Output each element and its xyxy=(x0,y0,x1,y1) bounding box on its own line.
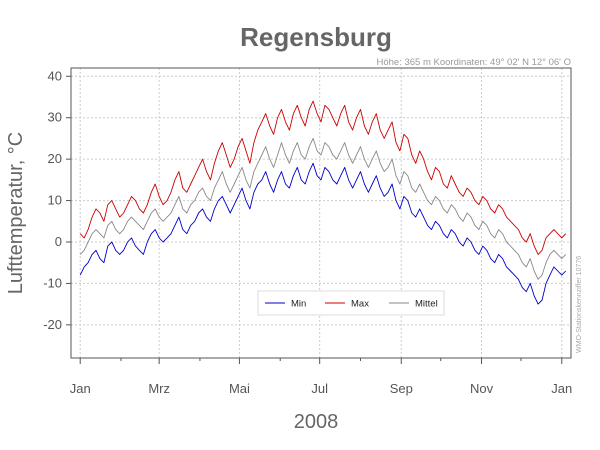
grid xyxy=(71,68,571,358)
x-tick-label: Jul xyxy=(311,381,328,396)
x-axis-label: 2008 xyxy=(294,411,339,433)
series-line-max xyxy=(79,100,567,255)
y-tick-label: 10 xyxy=(48,193,62,208)
legend: Min Max Mittel xyxy=(257,290,445,316)
x-tick-label: Jan xyxy=(70,381,91,396)
series-lines xyxy=(79,100,567,305)
x-tick-label: Mai xyxy=(229,381,250,396)
chart-title: Regensburg xyxy=(240,22,392,52)
x-tick-label: Mrz xyxy=(148,381,170,396)
y-tick-label: 30 xyxy=(48,110,62,125)
chart-subtitle: Höhe: 365 m Koordinaten: 49° 02' N 12° 0… xyxy=(377,57,572,68)
y-tick-label: -20 xyxy=(43,317,62,332)
x-tick-label: Sep xyxy=(390,381,413,396)
plot-frame xyxy=(70,67,572,359)
y-tick-label: -10 xyxy=(43,275,62,290)
series-line-mittel xyxy=(79,137,567,280)
station-id-note: WMO-Stationskennziffer 10776 xyxy=(576,256,583,353)
y-tick-label: 0 xyxy=(55,234,62,249)
axes: -20 -10 0 10 20 30 40 Jan Mrz Mai Jul Sep Nov Jan xyxy=(43,68,572,396)
x-tick-label: Jan xyxy=(551,381,572,396)
legend-label-max: Max xyxy=(351,299,369,310)
legend-label-min: Min xyxy=(291,299,306,310)
series-line-min xyxy=(79,162,567,305)
legend-label-mittel: Mittel xyxy=(415,299,438,310)
y-tick-label: 40 xyxy=(48,68,62,83)
x-tick-label: Nov xyxy=(470,381,494,396)
y-axis-label: Lufttemperatur, °C xyxy=(5,132,27,295)
y-tick-label: 20 xyxy=(48,151,62,166)
legend-box xyxy=(257,290,445,316)
